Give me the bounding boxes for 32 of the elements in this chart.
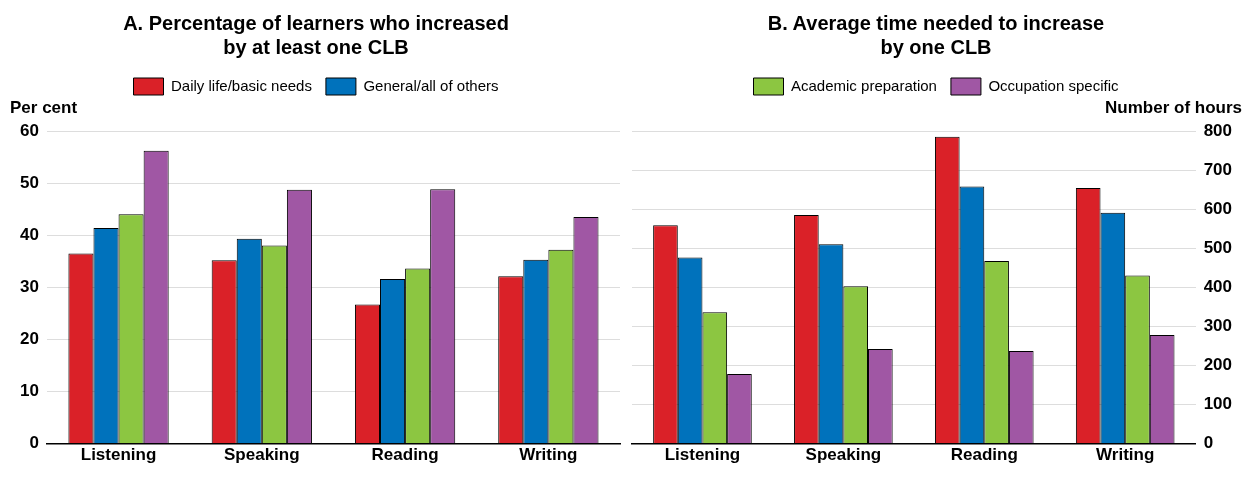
x-tick-label: Writing: [1096, 445, 1155, 465]
y2-tick-label: 400: [1203, 276, 1233, 296]
x-tick-label: Reading: [371, 445, 439, 465]
y-axis-title: Per cent: [10, 98, 78, 118]
legend-label: General/all of others: [363, 76, 499, 94]
y2-tick-label: 100: [1203, 394, 1233, 414]
y2-tick-label: 700: [1203, 159, 1233, 179]
y2-tick-label: 500: [1203, 237, 1233, 257]
x-tick-label: Writing: [519, 445, 578, 465]
y-tick-label: 40: [19, 224, 39, 244]
legend-label: Daily life/basic needs: [171, 76, 312, 94]
x-tick-label: Speaking: [805, 445, 882, 465]
y-tick-label: 0: [29, 433, 39, 453]
y-tick-label: 10: [19, 381, 39, 401]
y-tick-label: 20: [19, 329, 39, 349]
y2-axis-title: Number of hours: [1105, 98, 1242, 118]
legend-label: Occupation specific: [988, 76, 1119, 94]
y2-tick-label: 600: [1203, 198, 1233, 218]
y-tick-label: 50: [19, 172, 39, 192]
y2-tick-label: 800: [1203, 120, 1233, 140]
y-tick-label: 30: [19, 276, 39, 296]
y-tick-label: 60: [19, 120, 39, 140]
x-tick-label: Listening: [80, 445, 157, 465]
y2-tick-label: 200: [1203, 355, 1233, 375]
y2-tick-label: 0: [1203, 433, 1214, 453]
chart-title: B. Average time needed to increase by one CLB: [767, 11, 1105, 58]
x-tick-label: Listening: [664, 445, 741, 465]
y2-tick-label: 300: [1203, 316, 1233, 336]
chart-title: A. Percentage of learners who increased by at least one CLB: [123, 11, 509, 58]
x-tick-label: Speaking: [224, 445, 300, 465]
x-tick-label: Reading: [950, 445, 1018, 465]
legend-label: Academic preparation: [791, 76, 937, 94]
